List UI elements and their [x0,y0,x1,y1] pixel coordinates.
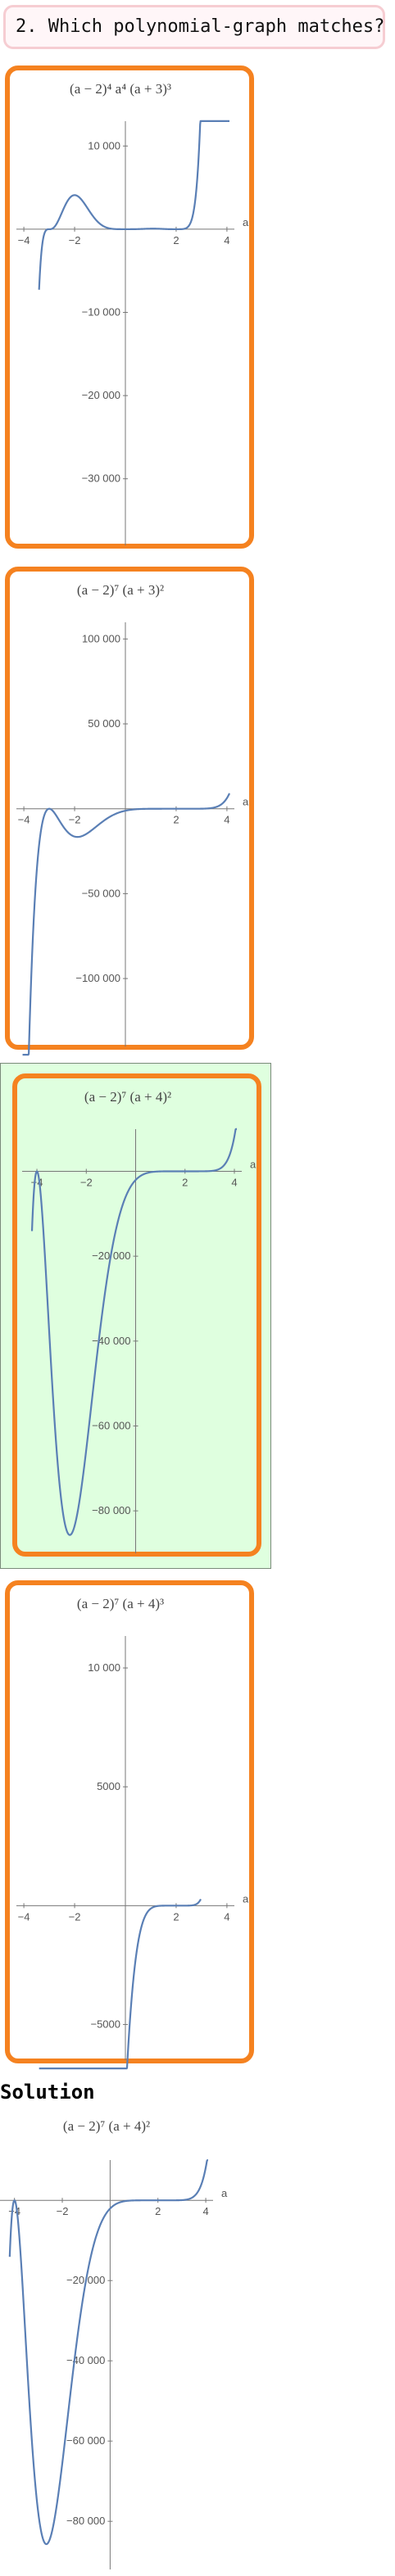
polynomial-curve [21,793,230,1056]
plot-title: (a − 2)⁷ (a + 4)³ [77,1596,164,1611]
x-tick-label: −4 [18,234,30,246]
y-tick-label: 100 000 [82,632,120,644]
option-card-2[interactable]: (a − 2)⁷ (a + 3)² a −4 −2 2 4 100 000 50 000 −50… [5,567,254,1056]
y-tick-label: −40 000 [66,2354,105,2366]
x-tick-label: 4 [231,1176,237,1188]
x-tick-label: 4 [224,234,229,246]
y-tick-label: −30 000 [82,472,120,485]
x-tick-label: 4 [224,1910,229,1923]
option-plot-4: (a − 2)⁷ (a + 4)³ a −4 −2 2 4 10 000 5000 −5000 [16,1596,249,2070]
x-axis-label: a [243,1892,249,1905]
polynomial-curve [30,1128,238,1536]
x-tick-label: −4 [18,1910,30,1923]
y-tick-label: 10 000 [88,1661,120,1674]
x-tick-label: −4 [18,814,30,826]
solution-plot: (a − 2)⁷ (a + 4)² a −4 −2 2 4 −20 000 −40 000 −6… [0,2111,246,2576]
x-tick-label: 2 [173,1910,179,1923]
x-axis-label: a [243,216,249,228]
y-tick-label: 10 000 [88,139,120,151]
plot-title: (a − 2)⁷ (a + 4)² [84,1089,171,1105]
y-tick-label: −50 000 [82,887,120,899]
option-card-3[interactable]: (a − 2)⁷ (a + 4)² a −4 −2 2 4 −20 000 −40 000 −6… [12,1073,261,1557]
option-card-1[interactable]: (a − 2)⁴ a⁴ (a + 3)³ a −4 −2 2 4 10 000 −10 000… [5,66,254,549]
y-tick-label: −5000 [90,2018,120,2030]
option-plot-1: (a − 2)⁴ a⁴ (a + 3)³ a −4 −2 2 4 10 000 −10 000… [16,81,249,545]
x-axis-label: a [243,796,249,808]
x-tick-label: 4 [202,2205,208,2217]
plot-title: (a − 2)⁴ a⁴ (a + 3)³ [70,81,171,97]
y-tick-label: −100 000 [75,972,120,984]
solution-heading: Solution [0,2081,95,2104]
x-tick-label: −4 [8,2205,20,2217]
x-tick-label: −2 [69,1910,81,1923]
plot-title: (a − 2)⁷ (a + 3)² [77,582,164,598]
polynomial-curve [8,2159,209,2546]
polynomial-curve [38,120,230,290]
x-tick-label: −2 [69,814,81,826]
y-tick-label: −20 000 [82,389,120,401]
x-tick-label: 4 [224,814,229,826]
polynomial-curve [38,1898,202,2070]
y-tick-label: −10 000 [82,306,120,319]
x-tick-label: 2 [155,2205,161,2217]
x-tick-label: 2 [182,1176,188,1188]
y-tick-label: 50 000 [88,717,120,730]
x-tick-label: −4 [31,1176,43,1188]
x-axis-label: a [250,1158,257,1170]
question-prompt: 2. Which polynomial-graph matches? [3,5,385,49]
correct-option-highlight: (a − 2)⁷ (a + 4)² a −4 −2 2 4 −20 000 −40 000 −6… [0,1063,271,1569]
y-tick-label: −80 000 [92,1504,130,1516]
x-axis-label: a [221,2187,228,2199]
x-tick-label: 2 [173,814,179,826]
option-plot-3: (a − 2)⁷ (a + 4)²a−4 −2 2 4−20 000−40 000−6… [22,1089,257,1553]
x-tick-label: −2 [69,234,81,246]
x-tick-label: 2 [173,234,179,246]
y-tick-label: −40 000 [92,1335,130,1347]
x-tick-label: −2 [57,2205,69,2217]
y-tick-label: −60 000 [92,1419,130,1431]
y-tick-label: 5000 [97,1780,120,1792]
option-plot-2: (a − 2)⁷ (a + 3)² a −4 −2 2 4 100 000 50 000 −50… [16,582,249,1056]
plot-title: (a − 2)⁷ (a + 4)² [63,2118,150,2134]
y-tick-label: −60 000 [66,2434,105,2447]
option-card-4[interactable]: (a − 2)⁷ (a + 4)³ a −4 −2 2 4 10 000 5000 −5000 [5,1580,254,2070]
y-tick-label: −80 000 [66,2515,105,2527]
solution-plot-svg: (a − 2)⁷ (a + 4)²a−4 −2 2 4−20 000−40 000−6… [0,2118,228,2569]
x-tick-label: −2 [80,1176,93,1188]
